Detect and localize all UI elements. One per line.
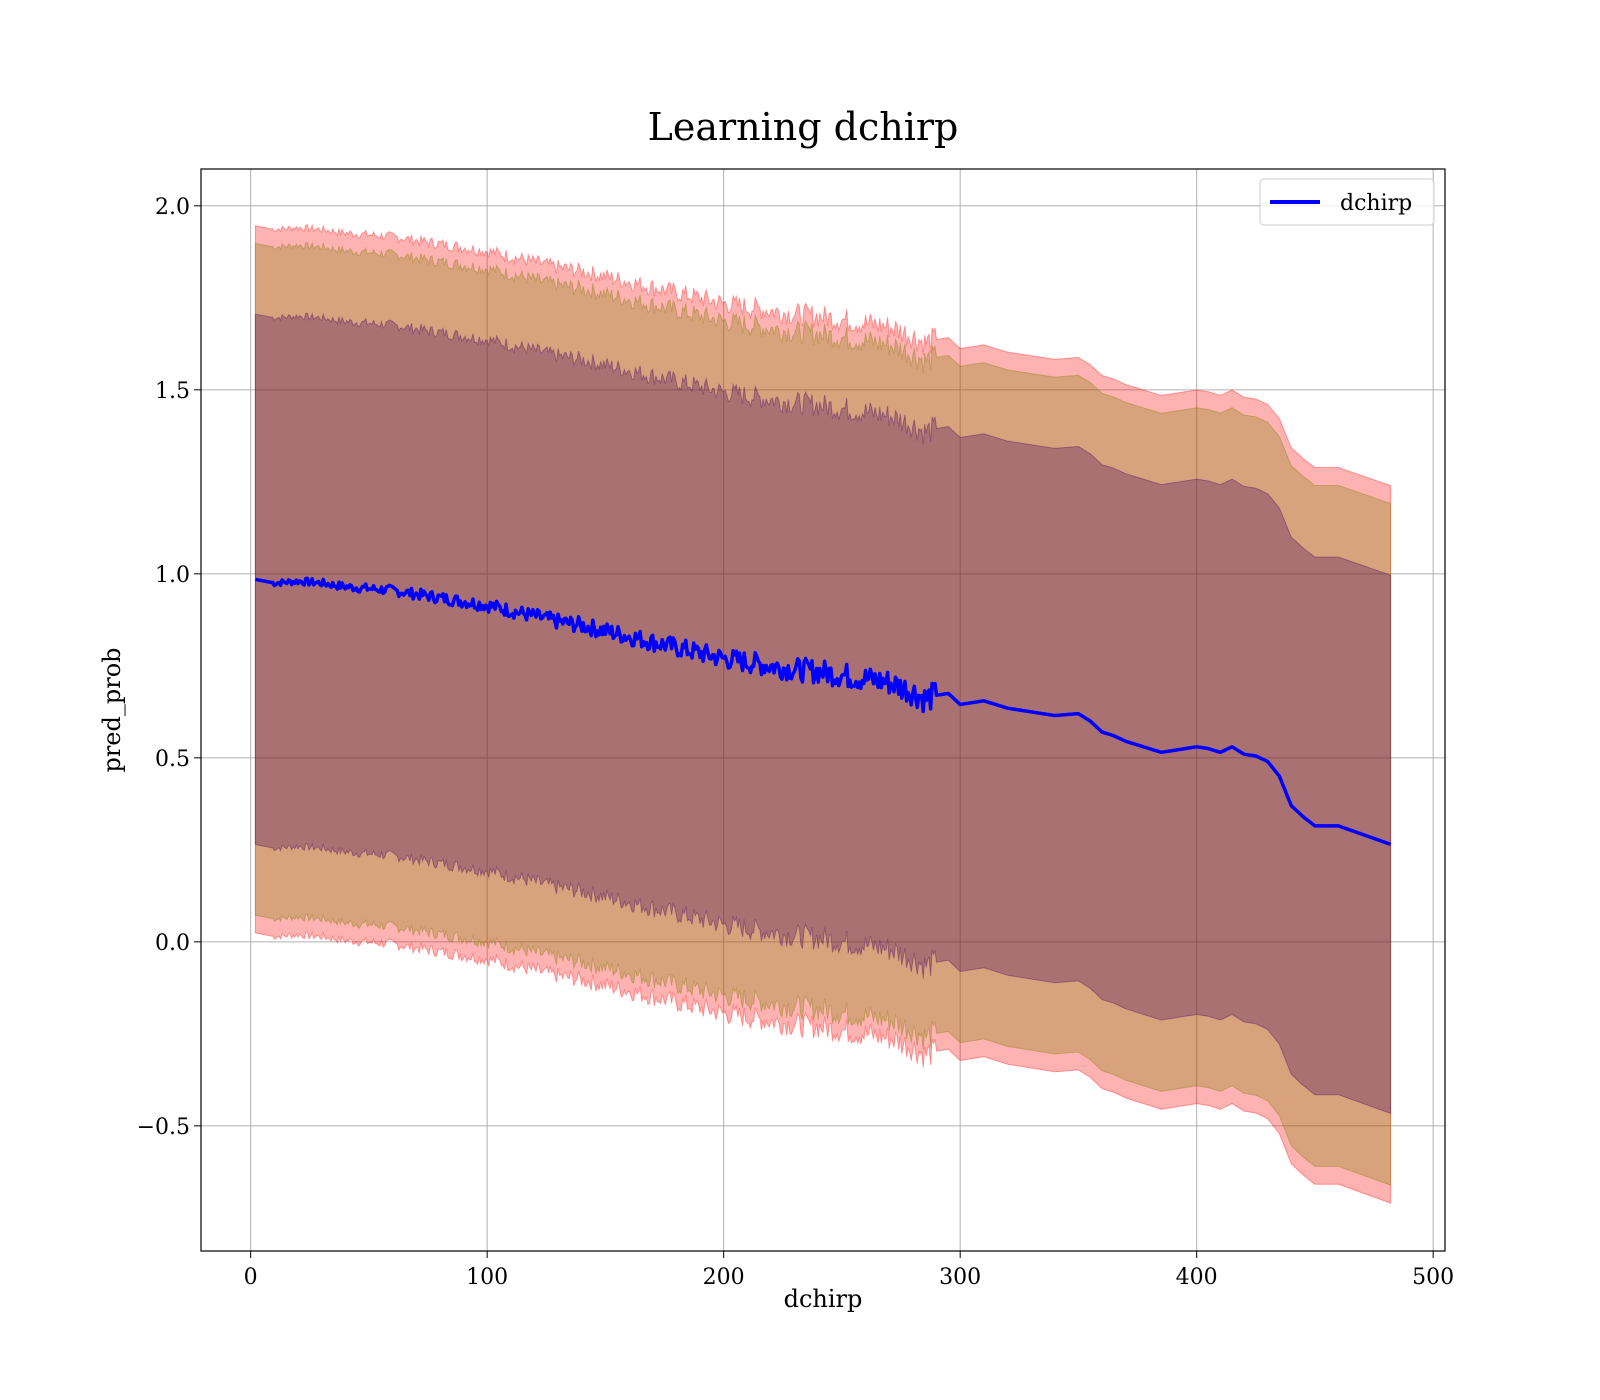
series-lines: [255, 576, 1392, 846]
legend-label-dchirp: dchirp: [1340, 191, 1412, 216]
plot-frame: [200, 168, 1446, 1252]
y-tick-label: −0.5: [137, 1115, 190, 1140]
y-axis-label: pred_prob: [98, 647, 126, 772]
x-tick-label: 200: [703, 1265, 745, 1290]
x-tick-label: 100: [466, 1265, 508, 1290]
x-tick-label: 300: [939, 1265, 981, 1290]
legend-box: [1259, 178, 1435, 226]
x-tick-label: 0: [244, 1265, 258, 1290]
confidence-band-1: [254, 223, 1392, 1204]
x-axis-label: dchirp: [784, 1285, 863, 1313]
grid: [201, 169, 1445, 1251]
chart-title: Learning dchirp: [648, 105, 959, 149]
y-tick-label: 1.0: [155, 563, 190, 588]
y-tick-label: 1.5: [155, 379, 190, 404]
confidence-band-3: [254, 312, 1392, 1115]
y-tick-label: 0.5: [155, 747, 190, 772]
axis-ticks: 0 100 200 300 400 500 −0.5 0.0 0.5 1.0 1.5 2.0: [137, 195, 1455, 1290]
x-tick-label: 400: [1176, 1265, 1218, 1290]
confidence-bands: [254, 223, 1392, 1204]
x-tick-label: 500: [1412, 1265, 1454, 1290]
y-tick-label: 0.0: [155, 931, 190, 956]
series-line-dchirp: [255, 576, 1392, 846]
legend: dchirp: [1259, 178, 1435, 226]
confidence-band-2: [254, 241, 1392, 1186]
y-tick-label: 2.0: [155, 195, 190, 220]
